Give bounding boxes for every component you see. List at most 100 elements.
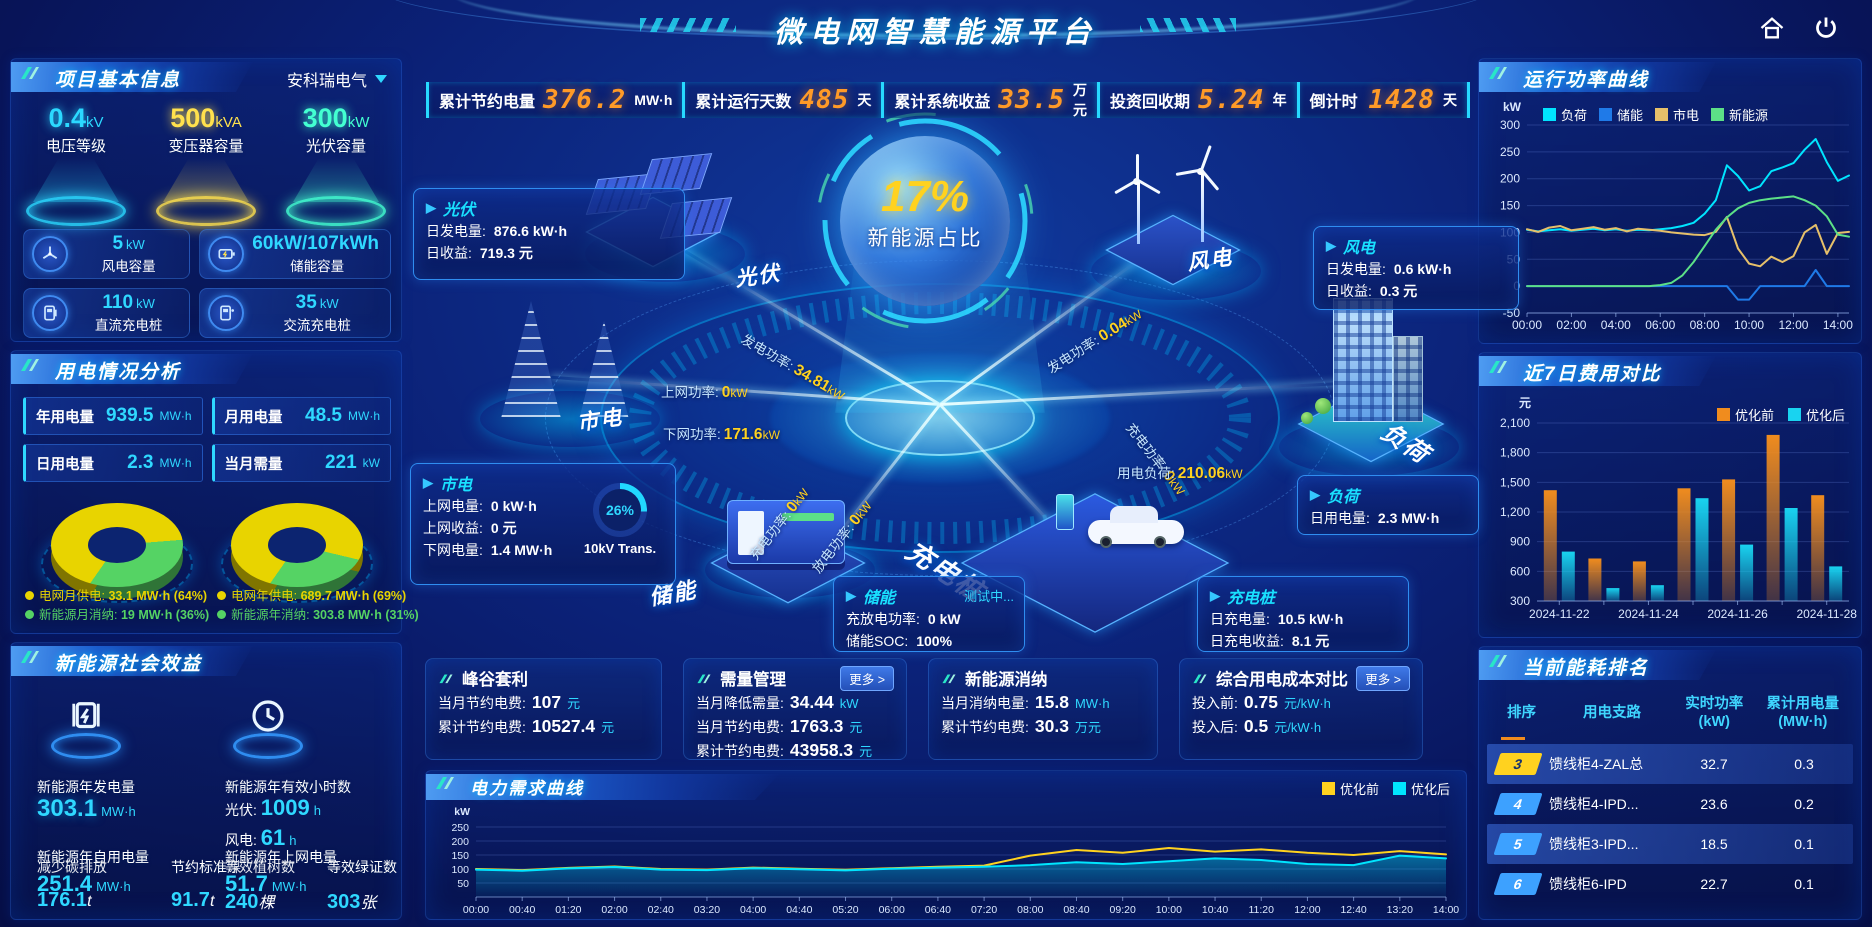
card-corner-icon bbox=[1192, 672, 1208, 685]
more-button[interactable]: 更多 > bbox=[1356, 665, 1410, 691]
kpi-stat-4: 倒计时 1428 天 bbox=[1296, 82, 1470, 118]
kpi-label: 累计系统收益 bbox=[894, 94, 991, 111]
kpi-value: 5.24 bbox=[1198, 85, 1265, 115]
svg-text:200: 200 bbox=[451, 836, 469, 848]
panel-corner-icon bbox=[1487, 653, 1509, 671]
company-dropdown[interactable]: 安科瑞电气 bbox=[287, 67, 387, 91]
panel-title: 项目基本信息 bbox=[55, 70, 182, 91]
legend-item[interactable]: 市电 bbox=[1655, 105, 1699, 124]
card-peak-valley: 峰谷套利 当月节约电费: 107 元累计节约电费: 10527.4 元 bbox=[425, 658, 662, 760]
svg-text:01:20: 01:20 bbox=[555, 904, 581, 916]
svg-text:04:00: 04:00 bbox=[740, 904, 766, 916]
table-row[interactable]: 3 馈线柜4-ZAL总 32.7 0.3 bbox=[1487, 744, 1853, 784]
info-row: 日充电收益: 8.1 元 bbox=[1210, 633, 1330, 649]
cost-compare-chart: 300 600 900 1,200 1,500 1,800 2,100 2024-11-22 2… bbox=[1481, 393, 1859, 636]
arrow-icon: ▶ bbox=[423, 475, 433, 490]
legend-item[interactable]: 负荷 bbox=[1543, 105, 1587, 124]
card-dc-charger: 110 kW 直流充电桩 bbox=[23, 288, 191, 338]
panel-banner bbox=[426, 774, 780, 800]
legend-item[interactable]: 优化前 bbox=[1321, 779, 1379, 798]
usage-stat-chip: 日用电量 2.3 MW·h bbox=[23, 444, 203, 482]
node-label-grid: 市电 bbox=[575, 405, 625, 436]
svg-text:150: 150 bbox=[451, 850, 469, 862]
legend-item[interactable]: 新能源 bbox=[1711, 105, 1768, 124]
gauge-label: 光伏容量 bbox=[305, 138, 366, 155]
load-info-box: ▶ 负荷 日用电量: 2.3 MW·h bbox=[1297, 475, 1479, 535]
summary-cards-row: 峰谷套利 当月节约电费: 107 元累计节约电费: 10527.4 元 需量管理 更多 … bbox=[425, 658, 1467, 760]
usage-stat-chip: 当月需量 221 kW bbox=[211, 444, 391, 482]
panel-banner bbox=[1479, 650, 1716, 680]
panel-title: 新能源社会效益 bbox=[55, 654, 203, 675]
renewable-share-label: 新能源占比 bbox=[867, 227, 983, 250]
panel-banner bbox=[11, 62, 253, 92]
ac-charger-icon bbox=[208, 295, 245, 331]
benefit-value: 303张 bbox=[327, 891, 377, 913]
usage-stat-chips: 年用电量 939.5 MW·h 月用电量 48.5 MW·h 日用电量 2.3 MW·h 当… bbox=[23, 397, 391, 482]
panel-energy-ranking: 当前能耗排名 排序 用电支路 实时功率 (kW) 累计用电量 (MW·h) 3 … bbox=[1478, 646, 1862, 920]
usage-stat-chip: 年用电量 939.5 MW·h bbox=[23, 397, 203, 435]
legend-item[interactable]: 优化前 bbox=[1716, 405, 1774, 424]
legend-item[interactable]: 优化后 bbox=[1787, 405, 1845, 424]
svg-text:08:40: 08:40 bbox=[1063, 904, 1089, 916]
svg-text:kW: kW bbox=[1503, 100, 1522, 114]
svg-text:10:40: 10:40 bbox=[1202, 904, 1228, 916]
card-value: 5 bbox=[112, 233, 124, 254]
svg-text:08:00: 08:00 bbox=[1690, 318, 1720, 332]
storage-status: 测试中... bbox=[964, 589, 1014, 604]
kpi-label: 投资回收期 bbox=[1110, 94, 1191, 111]
kpi-unit: 万元 bbox=[1073, 82, 1088, 118]
card-value: 35 bbox=[295, 292, 317, 313]
svg-text:14:00: 14:00 bbox=[1823, 318, 1853, 332]
legend-item[interactable]: 优化后 bbox=[1392, 779, 1450, 798]
legend-item[interactable]: 储能 bbox=[1599, 105, 1643, 124]
usage-stat-chip: 月用电量 48.5 MW·h bbox=[211, 397, 391, 435]
card-unit: kW bbox=[136, 296, 155, 311]
platform-core bbox=[845, 380, 1035, 456]
table-row[interactable]: 4 馈线柜4-IPD... 23.6 0.2 bbox=[1487, 784, 1853, 824]
svg-text:08:00: 08:00 bbox=[1017, 904, 1043, 916]
svg-text:1,200: 1,200 bbox=[1500, 505, 1530, 519]
info-row: 日发电量: 0.6 kW·h bbox=[1326, 261, 1452, 277]
svg-text:kW: kW bbox=[454, 806, 470, 818]
card-corner-icon bbox=[941, 672, 957, 685]
col-branch: 用电支路 bbox=[1582, 705, 1641, 721]
generation-icon bbox=[43, 693, 129, 767]
info-row: 充放电功率: 0 kW bbox=[846, 611, 961, 627]
panel-corner-icon bbox=[1487, 65, 1509, 83]
ranking-table-body: 3 馈线柜4-ZAL总 32.7 0.3 4 馈线柜4-IPD... 23.6 0.… bbox=[1487, 744, 1853, 902]
card-cost-comparison: 综合用电成本对比 更多 > 投入前: 0.75 元/kW·h 投入后: 0.5 元/kW·… bbox=[1179, 658, 1423, 760]
kpi-value: 376.2 bbox=[543, 85, 627, 115]
kpi-label: 累计节约电量 bbox=[439, 94, 536, 111]
pv-info-box: ▶ 光伏 日发电量: 876.6 kW·h 日收益: 719.3 元 bbox=[413, 188, 685, 280]
benefit-label: 等效植树数 bbox=[225, 859, 295, 875]
panel-banner bbox=[11, 354, 253, 384]
panel-title: 当前能耗排名 bbox=[1523, 658, 1650, 679]
flow-grid-import: 下网功率: 171.6kW bbox=[663, 426, 780, 443]
arrow-icon: ▶ bbox=[1326, 238, 1336, 253]
card-renewable-consumption: 新能源消纳 当月消纳电量: 15.8 MW·h 累计节约电费: 30.3 万元 bbox=[928, 658, 1158, 760]
kpi-label: 倒计时 bbox=[1309, 94, 1358, 111]
more-button[interactable]: 更多 > bbox=[840, 665, 894, 691]
svg-text:元: 元 bbox=[1519, 396, 1531, 410]
svg-text:12:00: 12:00 bbox=[1778, 318, 1808, 332]
ranking-table-header: 排序 用电支路 实时功率 (kW) 累计用电量 (MW·h) bbox=[1479, 683, 1861, 733]
card-row: 当月消纳电量: 15.8 MW·h bbox=[941, 692, 1110, 712]
card-title: 峰谷套利 bbox=[462, 671, 528, 689]
capacity-gauges: 0.4kV 电压等级 500kVA 变压器容量 300kW 光伏容量 bbox=[11, 103, 401, 226]
svg-text:03:20: 03:20 bbox=[694, 904, 720, 916]
node-label-pv: 光伏 bbox=[733, 261, 783, 292]
svg-text:2024-11-24: 2024-11-24 bbox=[1618, 607, 1679, 621]
box-title: 风电 bbox=[1343, 240, 1376, 257]
power-button[interactable] bbox=[1808, 14, 1844, 44]
info-row: 储能SOC: 100% bbox=[846, 633, 953, 649]
charger-info-box: ▶ 充电桩 日充电量: 10.5 kW·h 日充电收益: 8.1 元 bbox=[1197, 576, 1409, 652]
home-button[interactable] bbox=[1754, 14, 1790, 44]
svg-text:10:00: 10:00 bbox=[1734, 318, 1764, 332]
table-row[interactable]: 5 馈线柜3-IPD... 18.5 0.1 bbox=[1487, 824, 1853, 864]
info-row: 上网收益: 0 元 bbox=[423, 520, 517, 536]
table-row[interactable]: 6 馈线柜6-IPD 22.7 0.1 bbox=[1487, 864, 1853, 902]
donut-month-chart bbox=[37, 497, 197, 603]
gauge-unit: kVA bbox=[215, 114, 242, 131]
